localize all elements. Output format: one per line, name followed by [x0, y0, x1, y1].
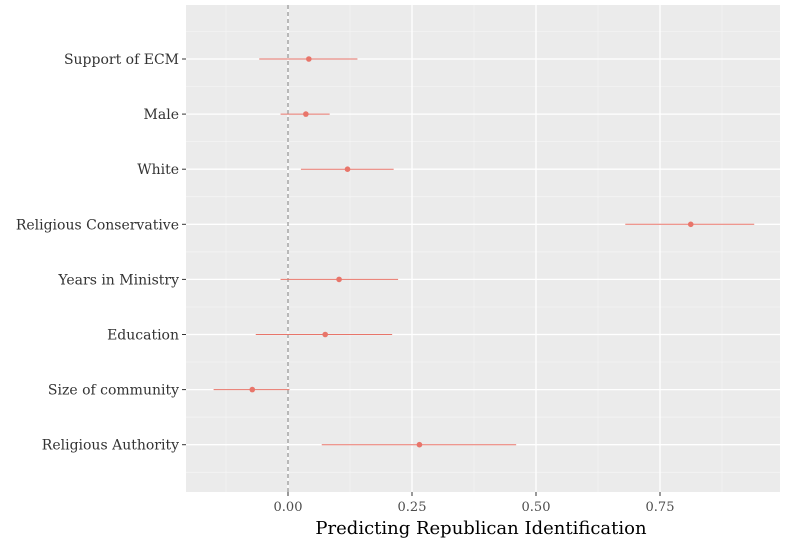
- point-estimate: [303, 111, 309, 117]
- y-tick-label: Size of community: [48, 383, 179, 399]
- x-axis-labels: 0.00 0.25 0.50 0.75: [274, 500, 675, 515]
- x-axis-ticks: [287, 492, 661, 496]
- x-tick-label: 0.00: [274, 500, 303, 515]
- x-tick-label: 0.25: [398, 500, 427, 515]
- y-axis-labels: Support of ECM Male White Religious Conserv…: [16, 52, 179, 454]
- point-estimates: [249, 56, 694, 448]
- y-tick-label: Years in Ministry: [57, 272, 179, 288]
- point-estimate: [416, 441, 423, 448]
- minor-gridlines: [186, 5, 780, 492]
- y-tick-label: Support of ECM: [64, 52, 179, 68]
- y-tick-label: Male: [144, 107, 179, 123]
- y-tick-label: White: [137, 162, 179, 178]
- point-estimate: [336, 276, 342, 283]
- x-tick-label: 0.50: [522, 500, 551, 515]
- y-axis-ticks: [182, 58, 186, 446]
- y-tick-label: Religious Conservative: [16, 217, 179, 233]
- y-tick-label: Religious Authority: [42, 438, 179, 454]
- point-estimate: [306, 56, 312, 62]
- point-estimate: [322, 331, 329, 338]
- y-tick-label: Education: [107, 328, 179, 344]
- point-estimate: [344, 166, 351, 172]
- x-axis-title: Predicting Republican Identification: [315, 518, 647, 539]
- x-tick-label: 0.75: [646, 500, 675, 515]
- point-estimate: [687, 221, 694, 228]
- plot-panel: [186, 5, 780, 492]
- point-estimate: [249, 386, 256, 393]
